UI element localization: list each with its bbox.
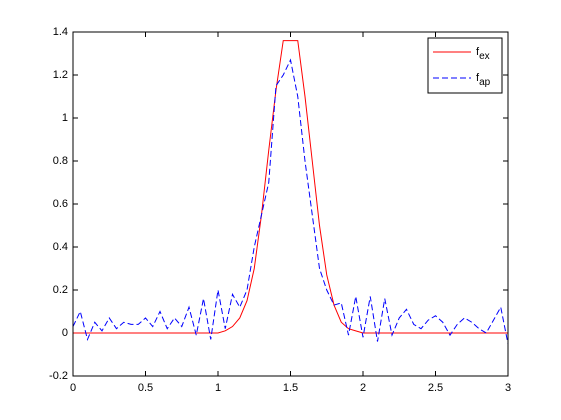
x-tick-label: 0.5 (138, 382, 153, 394)
y-tick-label: 0.4 (53, 241, 68, 253)
y-tick-label: 1 (62, 112, 68, 124)
y-tick-label: 0.8 (53, 155, 68, 167)
series-line (72, 58, 509, 344)
x-tick-label: 1.5 (283, 382, 298, 394)
x-tick-label: 0 (70, 382, 76, 394)
y-tick-label: 0 (62, 327, 68, 339)
legend-label: fap (476, 72, 491, 88)
x-tick-label: 2.5 (428, 382, 443, 394)
y-tick-label: 0.2 (53, 284, 68, 296)
y-tick-label: -0.2 (49, 370, 68, 382)
axes-box (72, 31, 509, 377)
series-line (73, 40, 508, 334)
x-tick-label: 2 (360, 382, 366, 394)
y-tick-label: 1.2 (53, 69, 68, 81)
y-tick-label: 1.4 (53, 26, 68, 38)
legend-label: fex (476, 46, 490, 62)
x-tick-label: 3 (505, 382, 511, 394)
x-tick-label: 1 (215, 382, 221, 394)
y-tick-label: 0.6 (53, 198, 68, 210)
legend-box (427, 37, 503, 94)
